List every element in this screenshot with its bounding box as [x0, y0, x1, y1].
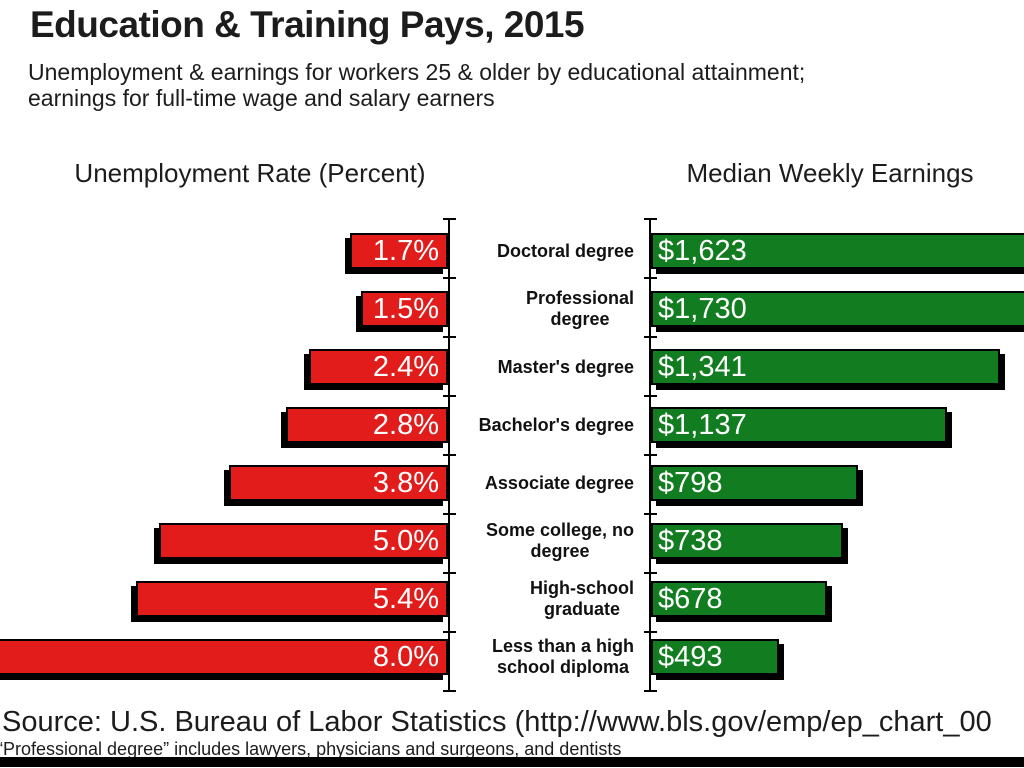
category-label-text: Doctoral degree — [496, 240, 634, 261]
axis-tick — [443, 395, 456, 397]
axis-tick — [644, 336, 657, 338]
chart-subtitle-line-2: earnings for full-time wage and salary e… — [28, 85, 495, 111]
category-label: Less than a high school diploma — [452, 635, 634, 679]
axis-tick — [644, 395, 657, 397]
category-label: Bachelor's degree — [452, 403, 634, 447]
unemployment-bar: 5.4% — [136, 581, 448, 617]
axis-tick — [644, 631, 657, 633]
category-label-text: Bachelor's degree — [478, 414, 634, 435]
earnings-bar: $1,730 — [651, 291, 1024, 327]
unemployment-bar: 1.5% — [361, 291, 448, 327]
earnings-bar: $1,623 — [651, 233, 1024, 269]
category-label: Associate degree — [452, 461, 634, 505]
axis-tick — [644, 513, 657, 515]
axis-tick — [443, 277, 456, 279]
axis-tick — [644, 572, 657, 574]
axis-tick — [644, 454, 657, 456]
unemployment-bar: 2.8% — [286, 407, 448, 443]
unemployment-bar: 3.8% — [229, 465, 448, 501]
unemployment-value-label: 5.0% — [372, 525, 439, 557]
category-label: Master's degree — [452, 345, 634, 389]
column-header-earnings: Median Weekly Earnings — [686, 158, 974, 188]
unemployment-value-label: 3.8% — [372, 467, 439, 499]
unemployment-value-label: 1.5% — [372, 293, 439, 325]
earnings-bar: $738 — [651, 523, 843, 559]
axis-tick — [443, 218, 456, 220]
earnings-value-label: $798 — [658, 467, 723, 499]
earnings-bar: $493 — [651, 639, 779, 675]
category-label: Doctoral degree — [452, 229, 634, 273]
chart-subtitle-line-1: Unemployment & earnings for workers 25 &… — [28, 59, 806, 85]
unemployment-bar: 2.4% — [309, 349, 448, 385]
category-label-text: Less than a high school diploma — [491, 636, 634, 677]
source-text: Source: U.S. Bureau of Labor Statistics … — [2, 706, 992, 738]
category-label-text: Professional degree — [525, 288, 634, 329]
earnings-bar: $1,341 — [651, 349, 1000, 385]
category-label-text: Some college, no degree — [485, 520, 634, 561]
earnings-value-label: $1,137 — [658, 409, 747, 441]
earnings-value-label: $493 — [658, 641, 723, 673]
axis-tick — [443, 336, 456, 338]
earnings-value-label: $738 — [658, 525, 723, 557]
earnings-bar: $798 — [651, 465, 858, 501]
unemployment-value-label: 5.4% — [372, 583, 439, 615]
unemployment-value-label: 2.8% — [372, 409, 439, 441]
category-label-text: High-school graduate — [530, 578, 634, 619]
axis-tick — [644, 218, 657, 220]
chart-subtitle: Unemployment & earnings for workers 25 &… — [28, 59, 805, 111]
category-label-text: Associate degree — [484, 472, 634, 493]
column-header-unemployment: Unemployment Rate (Percent) — [74, 158, 426, 188]
bottom-border-bar — [0, 757, 1024, 767]
category-label-text: Master's degree — [497, 356, 634, 377]
unemployment-bar: 5.0% — [159, 523, 448, 559]
earnings-value-label: $678 — [658, 583, 723, 615]
category-label: Some college, no degree — [452, 519, 634, 563]
category-label: High-school graduate — [452, 577, 634, 621]
earnings-value-label: $1,341 — [658, 351, 747, 383]
unemployment-value-label: 2.4% — [372, 351, 439, 383]
category-label: Professional degree — [452, 287, 634, 331]
axis-tick — [443, 572, 456, 574]
unemployment-value-label: 8.0% — [372, 641, 439, 673]
chart-title: Education & Training Pays, 2015 — [30, 4, 585, 45]
axis-tick — [443, 690, 456, 692]
earnings-value-label: $1,623 — [658, 235, 747, 267]
earnings-bar: $1,137 — [651, 407, 947, 443]
earnings-value-label: $1,730 — [658, 293, 747, 325]
axis-tick — [443, 454, 456, 456]
axis-tick — [644, 277, 657, 279]
axis-tick — [644, 690, 657, 692]
unemployment-value-label: 1.7% — [372, 235, 439, 267]
footnote-text: “Professional degree” includes lawyers, … — [0, 739, 622, 759]
earnings-bar: $678 — [651, 581, 827, 617]
axis-tick — [443, 513, 456, 515]
unemployment-bar: 1.7% — [350, 233, 448, 269]
unemployment-bar: 8.0% — [0, 639, 448, 675]
axis-tick — [443, 631, 456, 633]
